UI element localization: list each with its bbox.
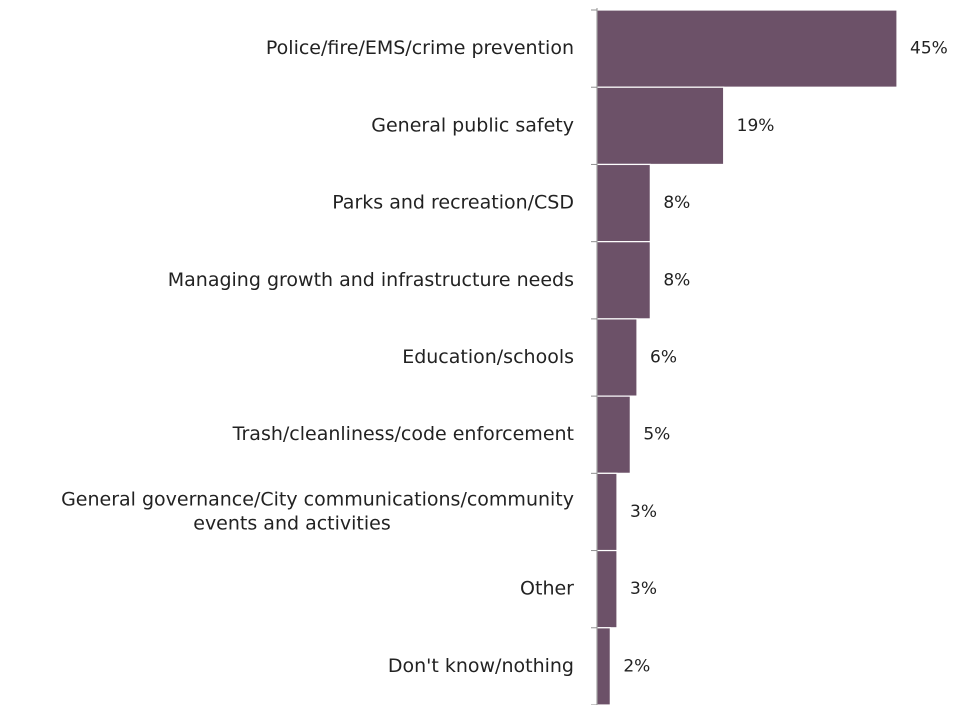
bar-3 (596, 241, 651, 320)
bar-4 (596, 318, 638, 397)
bar-2 (596, 163, 651, 243)
category-label-8: Don't know/nothing (388, 655, 574, 677)
value-label-2: 8% (663, 193, 690, 213)
category-label-0: Police/fire/EMS/crime prevention (266, 37, 574, 59)
bars-layer (596, 9, 898, 705)
axis-layer (591, 8, 598, 705)
value-label-3: 8% (663, 270, 690, 290)
value-labels-layer: 45% 19% 8% 8% 6% 5% 3% 3% 2% (623, 39, 947, 677)
value-label-5: 5% (643, 425, 670, 445)
value-label-8: 2% (623, 656, 650, 676)
value-label-0: 45% (910, 39, 948, 59)
value-label-6: 3% (630, 502, 657, 522)
bar-0 (596, 9, 898, 88)
bar-6 (596, 472, 618, 552)
category-label-7: Other (520, 578, 574, 600)
category-label-2: Parks and recreation/CSD (332, 192, 574, 214)
category-label-1: General public safety (371, 114, 574, 136)
bar-1 (596, 86, 725, 166)
bar-7 (596, 549, 618, 629)
bar-8 (596, 627, 611, 705)
value-label-4: 6% (650, 348, 677, 368)
value-label-7: 3% (630, 579, 657, 599)
category-labels-layer: Police/fire/EMS/crime prevention General … (61, 37, 574, 677)
category-label-3: Managing growth and infrastructure needs (168, 269, 574, 291)
category-label-6-line-0: General governance/City communications/c… (61, 488, 574, 510)
value-label-1: 19% (737, 116, 775, 136)
bar-5 (596, 395, 631, 474)
category-label-6-line-1: events and activities (193, 512, 391, 534)
category-label-5: Trash/cleanliness/code enforcement (232, 423, 574, 445)
category-label-4: Education/schools (402, 346, 574, 368)
